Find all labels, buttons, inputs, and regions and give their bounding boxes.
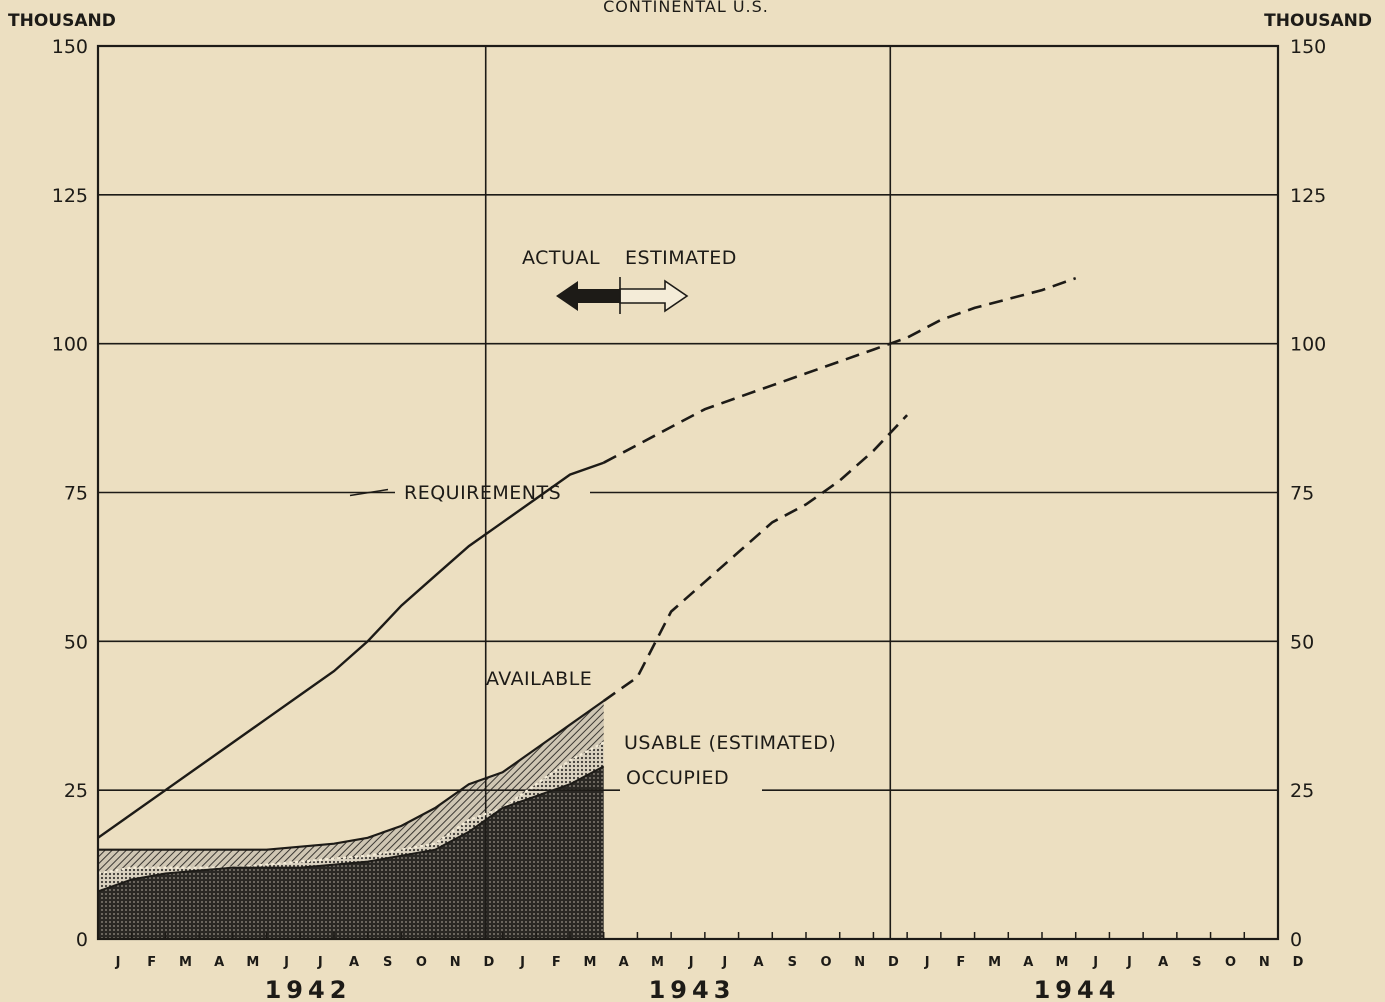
month-label-11: D <box>483 955 494 970</box>
gridlines <box>98 46 1278 939</box>
month-label-20: S <box>788 955 797 970</box>
label-usable: USABLE (ESTIMATED) <box>624 732 836 754</box>
actual-arrow-icon <box>556 281 620 311</box>
requirements-pointer <box>349 488 389 497</box>
month-label-27: A <box>1023 955 1033 970</box>
requirements-actual-line <box>97 461 605 839</box>
year-label-1942: 1942 <box>265 976 352 1002</box>
month-label-18: J <box>721 955 727 970</box>
actual-estimated-legend: ACTUAL ESTIMATED <box>522 247 737 314</box>
month-label-4: M <box>246 955 259 970</box>
month-label-23: D <box>888 955 899 970</box>
y-axis-unit-left: THOUSAND <box>8 11 116 31</box>
month-label-35: D <box>1293 955 1304 970</box>
available-estimated-line <box>602 414 909 702</box>
month-label-26: M <box>988 955 1001 970</box>
ytick-right-75: 75 <box>1290 483 1314 505</box>
year-label-1944: 1944 <box>1034 976 1121 1002</box>
series-lines <box>97 276 1077 893</box>
ytick-left-100: 100 <box>52 334 88 356</box>
occupied-line <box>97 765 605 893</box>
month-label-14: M <box>584 955 597 970</box>
ytick-right-150: 150 <box>1290 36 1326 58</box>
month-label-12: J <box>519 955 525 970</box>
month-label-2: M <box>179 955 192 970</box>
requirements-estimated-line <box>603 276 1077 464</box>
ytick-right-50: 50 <box>1290 631 1314 653</box>
plot-frame <box>96 44 1280 941</box>
month-label-24: J <box>924 955 930 970</box>
month-label-19: A <box>754 955 764 970</box>
month-label-29: J <box>1092 955 1098 970</box>
ytick-left-50: 50 <box>64 631 88 653</box>
chart-title: CONTINENTAL U.S. <box>603 0 769 16</box>
legend-estimated-label: ESTIMATED <box>625 247 737 269</box>
month-label-21: O <box>820 955 831 970</box>
month-label-17: J <box>688 955 694 970</box>
month-label-0: J <box>115 955 121 970</box>
ytick-right-0: 0 <box>1290 929 1302 951</box>
occupied-area <box>98 766 604 939</box>
ytick-right-100: 100 <box>1290 334 1326 356</box>
ytick-left-125: 125 <box>52 185 88 207</box>
year-label-1943: 1943 <box>649 976 736 1002</box>
usable-band <box>98 742 604 892</box>
ytick-right-25: 25 <box>1290 780 1314 802</box>
ytick-left-0: 0 <box>76 929 88 951</box>
available-band <box>98 700 604 874</box>
month-label-25: F <box>956 955 965 970</box>
ytick-right-125: 125 <box>1290 185 1326 207</box>
available-actual-line <box>98 700 605 851</box>
month-label-6: J <box>317 955 323 970</box>
month-label-31: A <box>1158 955 1168 970</box>
label-available: AVAILABLE <box>486 668 592 690</box>
ytick-left-25: 25 <box>64 780 88 802</box>
month-label-30: J <box>1126 955 1132 970</box>
axis-ticks: 0 0 25 25 50 50 75 75 100 100 125 125 150 150 J F M A M J J A… <box>52 36 1327 1002</box>
usable-line <box>97 741 605 875</box>
month-label-16: M <box>651 955 664 970</box>
month-label-15: A <box>619 955 629 970</box>
y-axis-unit-right: THOUSAND <box>1264 11 1372 31</box>
label-occupied: OCCUPIED <box>626 767 729 789</box>
month-label-28: M <box>1056 955 1069 970</box>
month-label-13: F <box>552 955 561 970</box>
month-label-32: S <box>1192 955 1201 970</box>
ytick-left-75: 75 <box>64 483 88 505</box>
month-label-9: O <box>416 955 427 970</box>
label-requirements: REQUIREMENTS <box>404 482 561 504</box>
month-label-33: O <box>1225 955 1236 970</box>
month-label-22: N <box>854 955 865 970</box>
month-label-3: A <box>214 955 224 970</box>
month-label-5: J <box>283 955 289 970</box>
legend-actual-label: ACTUAL <box>522 247 600 269</box>
month-label-34: N <box>1259 955 1270 970</box>
month-label-1: F <box>147 955 156 970</box>
estimated-arrow-icon <box>619 279 689 313</box>
month-label-7: A <box>349 955 359 970</box>
month-label-10: N <box>450 955 461 970</box>
month-label-8: S <box>383 955 392 970</box>
stacked-areas <box>98 700 604 939</box>
ytick-left-150: 150 <box>52 36 88 58</box>
